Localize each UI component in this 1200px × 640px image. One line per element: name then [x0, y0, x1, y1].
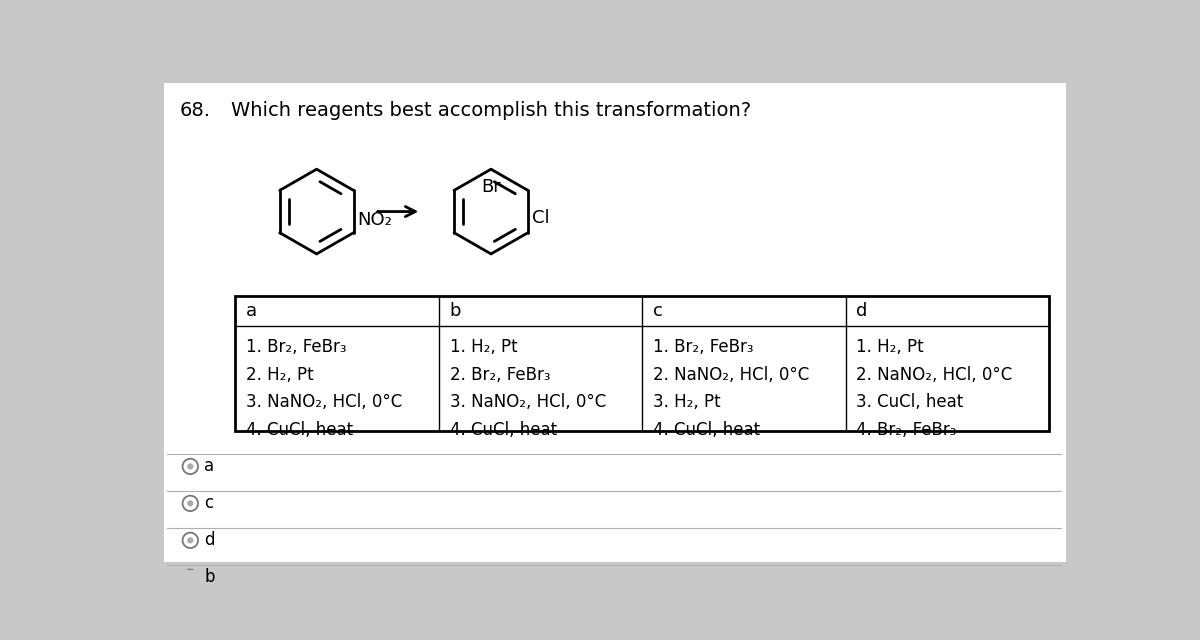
Text: 3. H₂, Pt: 3. H₂, Pt: [653, 393, 720, 412]
Text: a: a: [204, 458, 215, 476]
Text: 4. CuCl, heat: 4. CuCl, heat: [246, 421, 353, 439]
Text: b: b: [450, 303, 461, 321]
FancyBboxPatch shape: [164, 83, 1066, 562]
Text: d: d: [857, 303, 868, 321]
Text: Cl: Cl: [532, 209, 550, 227]
Text: 2. Br₂, FeBr₃: 2. Br₂, FeBr₃: [450, 365, 550, 383]
Circle shape: [187, 500, 193, 506]
Text: 2. H₂, Pt: 2. H₂, Pt: [246, 365, 313, 383]
Text: 2. NaNO₂, HCl, 0°C: 2. NaNO₂, HCl, 0°C: [857, 365, 1013, 383]
Text: 68.: 68.: [180, 101, 210, 120]
Text: 4. CuCl, heat: 4. CuCl, heat: [653, 421, 760, 439]
Text: 1. Br₂, FeBr₃: 1. Br₂, FeBr₃: [246, 338, 347, 356]
Text: 4. CuCl, heat: 4. CuCl, heat: [450, 421, 557, 439]
Text: 1. H₂, Pt: 1. H₂, Pt: [857, 338, 924, 356]
Text: d: d: [204, 531, 215, 549]
Text: Which reagents best accomplish this transformation?: Which reagents best accomplish this tran…: [232, 101, 751, 120]
Text: Br: Br: [481, 179, 500, 196]
Text: NO₂: NO₂: [358, 211, 392, 229]
Text: 4. Br₂, FeBr₃: 4. Br₂, FeBr₃: [857, 421, 956, 439]
Text: 3. CuCl, heat: 3. CuCl, heat: [857, 393, 964, 412]
Text: c: c: [204, 494, 214, 513]
Text: 3. NaNO₂, HCl, 0°C: 3. NaNO₂, HCl, 0°C: [246, 393, 402, 412]
Circle shape: [187, 574, 193, 580]
Circle shape: [187, 537, 193, 543]
Text: 1. Br₂, FeBr₃: 1. Br₂, FeBr₃: [653, 338, 754, 356]
Bar: [235, 296, 1049, 431]
Text: 2. NaNO₂, HCl, 0°C: 2. NaNO₂, HCl, 0°C: [653, 365, 809, 383]
Text: 1. H₂, Pt: 1. H₂, Pt: [450, 338, 517, 356]
Text: a: a: [246, 303, 257, 321]
Text: c: c: [653, 303, 662, 321]
Text: b: b: [204, 568, 215, 586]
Circle shape: [187, 463, 193, 470]
Text: 3. NaNO₂, HCl, 0°C: 3. NaNO₂, HCl, 0°C: [450, 393, 606, 412]
